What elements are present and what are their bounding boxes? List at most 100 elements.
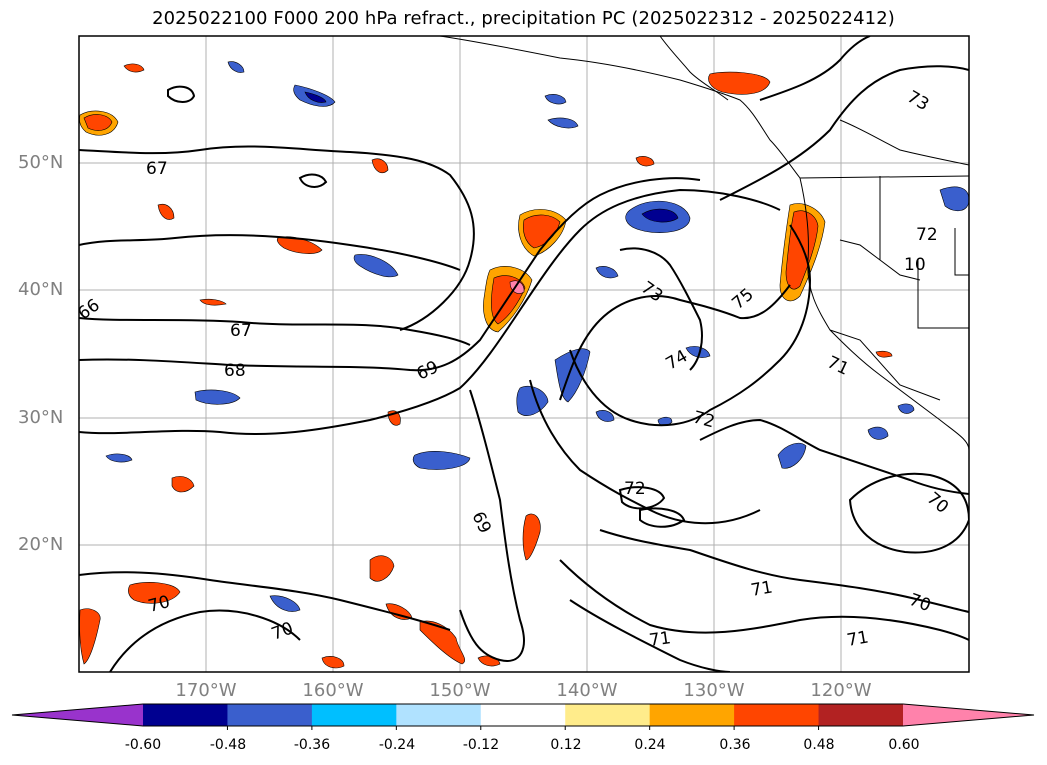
colorbar-tick-label: 0.36 xyxy=(719,737,751,753)
precip-patch xyxy=(371,158,389,173)
contour-line xyxy=(79,571,451,631)
colorbar-extend-low xyxy=(12,704,143,726)
colorbar-segment xyxy=(649,704,735,726)
colorbar-tick-label: -0.24 xyxy=(378,737,416,753)
contour-label: 72 xyxy=(916,225,938,245)
contour-label: 71 xyxy=(749,577,774,600)
contour-label: 71 xyxy=(845,627,870,650)
precip-patch xyxy=(419,620,466,665)
coastlines xyxy=(439,36,969,451)
precip-patch xyxy=(685,346,711,358)
colorbar-tick-label: 0.24 xyxy=(634,737,666,753)
precip-patch xyxy=(269,595,301,612)
contour-label: 67 xyxy=(146,159,168,179)
lon-label: 130°W xyxy=(683,680,745,701)
colorbar xyxy=(11,703,1035,730)
precip-patch xyxy=(544,94,567,105)
state-border xyxy=(917,260,969,329)
contour-line xyxy=(79,234,461,271)
contour-label: 72 xyxy=(624,479,646,499)
colorbar-tick-label: -0.48 xyxy=(209,737,247,753)
contour-line xyxy=(298,173,328,188)
map-background xyxy=(79,36,969,672)
alaska-coast xyxy=(659,36,729,101)
contour-line xyxy=(79,317,471,346)
precip-patch xyxy=(595,266,619,279)
colorbar-segment xyxy=(311,704,397,726)
refractivity-contours xyxy=(79,36,969,672)
state-border xyxy=(829,329,941,401)
contour-line xyxy=(79,145,475,331)
na-coastline xyxy=(439,36,969,451)
lon-label: 150°W xyxy=(429,680,491,701)
map-title: 2025022100 F000 200 hPa refract., precip… xyxy=(152,8,895,29)
state-border xyxy=(954,228,969,276)
contour-label: 71 xyxy=(648,628,672,651)
contour-line xyxy=(559,559,969,641)
colorbar-tick-label: 0.48 xyxy=(803,737,835,753)
precip-patch xyxy=(304,91,327,103)
colorbar-segment xyxy=(143,704,228,726)
precip-patch xyxy=(777,443,807,469)
map-frame xyxy=(78,35,970,673)
lat-label: 30°N xyxy=(18,407,64,428)
lon-label: 160°W xyxy=(302,680,364,701)
precip-patch xyxy=(641,208,679,223)
contour-line xyxy=(599,529,969,613)
colorbar-tick-label: -0.12 xyxy=(462,737,500,753)
precip-patch xyxy=(194,389,241,405)
contour-label: 68 xyxy=(224,361,246,381)
precip-patch xyxy=(369,555,395,582)
precip-patch xyxy=(171,476,195,493)
precip-patch xyxy=(412,450,471,470)
contour-line xyxy=(79,188,781,436)
contour-label: 67 xyxy=(230,321,252,341)
precip-patch xyxy=(321,656,345,669)
contour-line xyxy=(699,418,969,495)
precip-patch xyxy=(199,298,227,306)
contour-line xyxy=(459,389,525,662)
lat-label: 50°N xyxy=(18,152,64,173)
colorbar-tick-label: 0.60 xyxy=(888,737,920,753)
map-area: 66 67 67 68 69 69 70 70 70 70 71 71 71 7… xyxy=(79,36,969,672)
contour-line xyxy=(569,224,812,427)
lon-label: 140°W xyxy=(556,680,618,701)
contour-line xyxy=(619,247,703,371)
precip-patch xyxy=(128,582,181,604)
colorbar-extend-high xyxy=(903,704,1034,726)
contour-line xyxy=(79,177,701,372)
precip-patch xyxy=(875,350,893,358)
precip-patch xyxy=(657,416,673,426)
precip-patch xyxy=(595,410,615,422)
state-border xyxy=(839,119,969,166)
precip-patch xyxy=(635,156,655,167)
precip-patch xyxy=(547,117,579,129)
precip-patch xyxy=(227,61,245,73)
precip-patch xyxy=(79,608,101,665)
contour-line xyxy=(639,507,686,528)
contour-line xyxy=(167,85,196,103)
colorbar-tick-label: -0.60 xyxy=(124,737,162,753)
precip-patch xyxy=(353,254,399,278)
contour-line xyxy=(109,609,301,672)
contour-line xyxy=(618,486,666,510)
contour-label: 10 xyxy=(904,255,926,275)
precip-patch xyxy=(867,426,889,440)
colorbar-segment xyxy=(565,704,651,726)
negative-precip-patches xyxy=(105,61,969,612)
graticule xyxy=(79,36,969,672)
precip-patch xyxy=(157,203,175,220)
colorbar-segment xyxy=(734,704,820,726)
colorbar-segment xyxy=(818,704,904,726)
lat-label: 40°N xyxy=(18,279,64,300)
colorbar-tick-label: -0.36 xyxy=(293,737,331,753)
contour-line xyxy=(529,379,761,525)
colorbar-outline xyxy=(11,703,1035,727)
colorbar-tick-label: 0.12 xyxy=(550,737,582,753)
precip-patch xyxy=(83,114,113,131)
precip-patch xyxy=(522,513,541,561)
precip-patch xyxy=(105,453,133,463)
colorbar-segment xyxy=(227,704,313,726)
colorbar-segment xyxy=(480,704,566,726)
